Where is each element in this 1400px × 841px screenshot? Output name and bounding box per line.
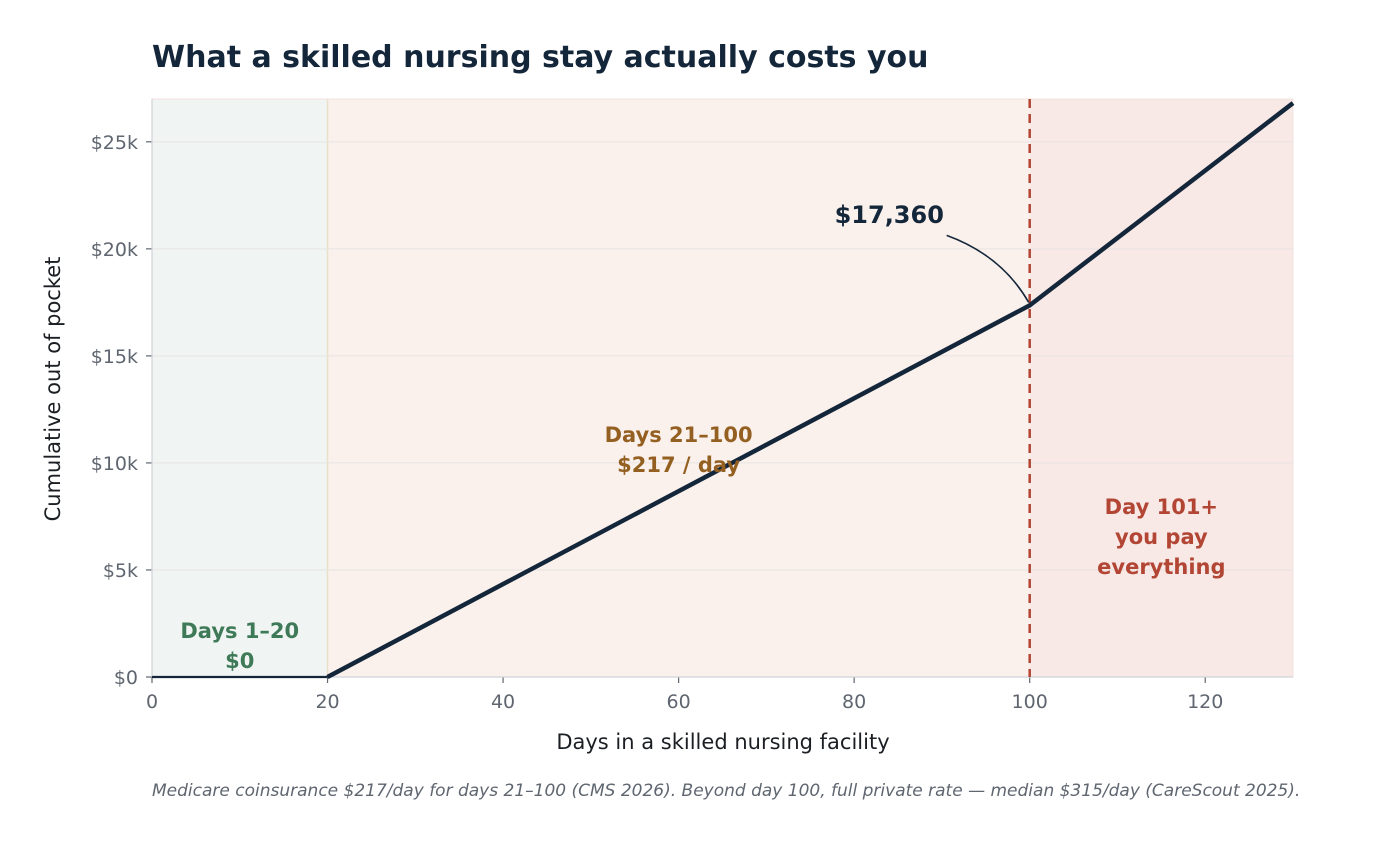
x-tick-label: 40 <box>491 691 515 713</box>
zone-label-2: everything <box>1097 555 1225 579</box>
zone-label-2: Day 101+ <box>1105 495 1218 519</box>
zone-label-0: Days 1–20 <box>180 619 299 643</box>
x-axis-label: Days in a skilled nursing facility <box>556 730 889 754</box>
zone-band-2 <box>1029 99 1293 677</box>
zone-label-0: $0 <box>225 649 254 673</box>
x-tick-label: 120 <box>1187 691 1223 713</box>
footnote: Medicare coinsurance $217/day for days 2… <box>152 781 1300 801</box>
zone-label-2: you pay <box>1115 525 1208 549</box>
x-tick-label: 80 <box>842 691 866 713</box>
x-tick-label: 20 <box>315 691 339 713</box>
zone-band-0 <box>152 99 328 677</box>
y-tick-label: $10k <box>91 453 138 475</box>
annotation-label: $17,360 <box>835 201 944 229</box>
y-tick-label: $25k <box>91 132 138 154</box>
y-tick-label: $0 <box>114 667 138 689</box>
y-tick-label: $15k <box>91 346 138 368</box>
series-layer <box>152 101 1295 679</box>
annotation-arrow <box>946 234 1030 303</box>
y-tick-label: $20k <box>91 239 138 261</box>
y-tick-label: $5k <box>103 560 138 582</box>
zones-layer <box>151 98 1294 678</box>
x-tick-label: 0 <box>146 691 158 713</box>
y-axis-label: Cumulative out of pocket <box>41 257 65 522</box>
x-tick-label: 60 <box>667 691 691 713</box>
chart-title: What a skilled nursing stay actually cos… <box>152 40 928 75</box>
zone-label-1: $217 / day <box>617 453 740 477</box>
zone-band-1 <box>327 99 1030 677</box>
labels-layer: $17,360 Days 1–20 $0 Days 21–100 $217 / day D… <box>180 201 1225 673</box>
x-tick-label: 100 <box>1012 691 1048 713</box>
series-line-cost <box>326 101 1295 679</box>
zone-label-1: Days 21–100 <box>605 423 753 447</box>
axes-layer: $0 $5k $10k $15k $20k $25k 0 20 40 60 80 100 120 <box>91 99 1293 713</box>
